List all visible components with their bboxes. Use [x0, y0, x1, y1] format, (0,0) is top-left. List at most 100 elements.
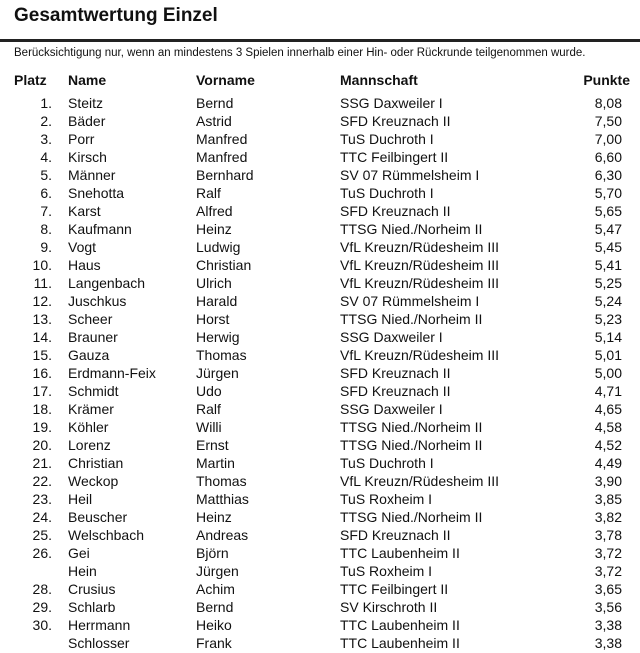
- first-name-cell: Heiko: [196, 617, 232, 633]
- name-cell: Gauza: [68, 347, 110, 363]
- table-row: 18. Krämer Ralf SSG Daxweiler I 4,65: [0, 401, 640, 419]
- header-name: Name: [68, 72, 107, 88]
- name-cell: Herrmann: [68, 617, 131, 633]
- eligibility-note: Berücksichtigung nur, wenn an mindestens…: [14, 47, 586, 59]
- page-title: Gesamtwertung Einzel: [14, 5, 218, 26]
- name-cell: Schlosser: [68, 635, 130, 651]
- team-cell: TuS Roxheim I: [340, 491, 433, 507]
- header-platz: Platz: [14, 72, 47, 88]
- first-name-cell: Alfred: [196, 203, 233, 219]
- table-row: 29. Schlarb Bernd SV Kirschroth II 3,56: [0, 599, 640, 617]
- team-cell: TTSG Nied./Norheim II: [340, 437, 483, 453]
- table-row: 28. Crusius Achim TTC Feilbingert II 3,65: [0, 581, 640, 599]
- name-cell: Erdmann-Feix: [68, 365, 156, 381]
- points-cell: 5,24: [594, 293, 622, 309]
- points-cell: 5,14: [594, 329, 622, 345]
- name-cell: Schlarb: [68, 599, 116, 615]
- first-name-cell: Jürgen: [196, 365, 239, 381]
- rank-cell: 22.: [32, 473, 52, 489]
- rank-cell: 21.: [32, 455, 52, 471]
- rank-cell: 2.: [40, 113, 52, 129]
- first-name-cell: Matthias: [196, 491, 249, 507]
- points-cell: 4,58: [594, 419, 622, 435]
- header-vorname: Vorname: [196, 72, 255, 88]
- team-cell: SSG Daxweiler I: [340, 401, 443, 417]
- name-cell: Gei: [68, 545, 90, 561]
- table-row: 12. Juschkus Harald SV 07 Rümmelsheim I 5,24: [0, 293, 640, 311]
- title-divider: [0, 39, 640, 42]
- table-row: 9. Vogt Ludwig VfL Kreuzn/Rüdesheim III 5,45: [0, 239, 640, 257]
- name-cell: Vogt: [68, 239, 97, 255]
- team-cell: TTSG Nied./Norheim II: [340, 509, 483, 525]
- name-cell: Bäder: [68, 113, 106, 129]
- rank-cell: 7.: [40, 203, 52, 219]
- team-cell: TTC Feilbingert II: [340, 149, 449, 165]
- first-name-cell: Willi: [196, 419, 222, 435]
- points-cell: 4,65: [594, 401, 622, 417]
- rank-cell: 5.: [40, 167, 52, 183]
- rank-cell: 14.: [32, 329, 52, 345]
- first-name-cell: Manfred: [196, 131, 248, 147]
- first-name-cell: Thomas: [196, 473, 247, 489]
- table-row: 10. Haus Christian VfL Kreuzn/Rüdesheim III…: [0, 257, 640, 275]
- team-cell: SV Kirschroth II: [340, 599, 438, 615]
- points-cell: 5,47: [594, 221, 622, 237]
- first-name-cell: Harald: [196, 293, 238, 309]
- points-cell: 5,23: [594, 311, 622, 327]
- rank-cell: 25.: [32, 527, 52, 543]
- rank-cell: 15.: [32, 347, 52, 363]
- table-row: 19. Köhler Willi TTSG Nied./Norheim II 4,58: [0, 419, 640, 437]
- first-name-cell: Martin: [196, 455, 235, 471]
- team-cell: TTSG Nied./Norheim II: [340, 419, 483, 435]
- first-name-cell: Herwig: [196, 329, 240, 345]
- header-punkte: Punkte: [583, 72, 630, 88]
- team-cell: TuS Duchroth I: [340, 455, 434, 471]
- first-name-cell: Ralf: [196, 185, 221, 201]
- table-row: Schlosser Frank TTC Laubenheim II 3,38: [0, 635, 640, 653]
- name-cell: Lorenz: [68, 437, 111, 453]
- rank-cell: 11.: [33, 275, 52, 291]
- team-cell: TuS Duchroth I: [340, 185, 434, 201]
- points-cell: 3,82: [594, 509, 622, 525]
- name-cell: Scheer: [68, 311, 113, 327]
- name-cell: Crusius: [68, 581, 116, 597]
- first-name-cell: Frank: [196, 635, 232, 651]
- table-row: 4. Kirsch Manfred TTC Feilbingert II 6,60: [0, 149, 640, 167]
- table-row: 21. Christian Martin TuS Duchroth I 4,49: [0, 455, 640, 473]
- team-cell: SSG Daxweiler I: [340, 95, 443, 111]
- first-name-cell: Jürgen: [196, 563, 239, 579]
- first-name-cell: Heinz: [196, 509, 232, 525]
- rank-cell: 8.: [40, 221, 52, 237]
- table-row: 26. Gei Björn TTC Laubenheim II 3,72: [0, 545, 640, 563]
- table-row: 17. Schmidt Udo SFD Kreuznach II 4,71: [0, 383, 640, 401]
- name-cell: Männer: [68, 167, 116, 183]
- rank-cell: 12.: [32, 293, 52, 309]
- rank-cell: 23.: [32, 491, 52, 507]
- rank-cell: 19.: [32, 419, 52, 435]
- team-cell: TTC Laubenheim II: [340, 617, 460, 633]
- first-name-cell: Ludwig: [196, 239, 241, 255]
- table-row: 11. Langenbach Ulrich VfL Kreuzn/Rüdesheim …: [0, 275, 640, 293]
- points-cell: 3,78: [594, 527, 622, 543]
- name-cell: Langenbach: [68, 275, 146, 291]
- rank-cell: 29.: [32, 599, 52, 615]
- table-row: 7. Karst Alfred SFD Kreuznach II 5,65: [0, 203, 640, 221]
- points-cell: 3,72: [594, 545, 622, 561]
- team-cell: VfL Kreuzn/Rüdesheim III: [340, 239, 500, 255]
- team-cell: TTSG Nied./Norheim II: [340, 311, 483, 327]
- first-name-cell: Thomas: [196, 347, 247, 363]
- rank-cell: 3.: [40, 131, 52, 147]
- rank-cell: 18.: [32, 401, 52, 417]
- points-cell: 3,38: [594, 617, 622, 633]
- team-cell: VfL Kreuzn/Rüdesheim III: [340, 347, 500, 363]
- team-cell: SFD Kreuznach II: [340, 365, 451, 381]
- first-name-cell: Heinz: [196, 221, 232, 237]
- table-row: 6. Snehotta Ralf TuS Duchroth I 5,70: [0, 185, 640, 203]
- team-cell: TTC Laubenheim II: [340, 635, 460, 651]
- name-cell: Snehotta: [68, 185, 125, 201]
- table-row: 15. Gauza Thomas VfL Kreuzn/Rüdesheim III 5,…: [0, 347, 640, 365]
- rank-cell: 26.: [32, 545, 52, 561]
- name-cell: Juschkus: [68, 293, 127, 309]
- team-cell: VfL Kreuzn/Rüdesheim III: [340, 257, 500, 273]
- rank-cell: 9.: [40, 239, 52, 255]
